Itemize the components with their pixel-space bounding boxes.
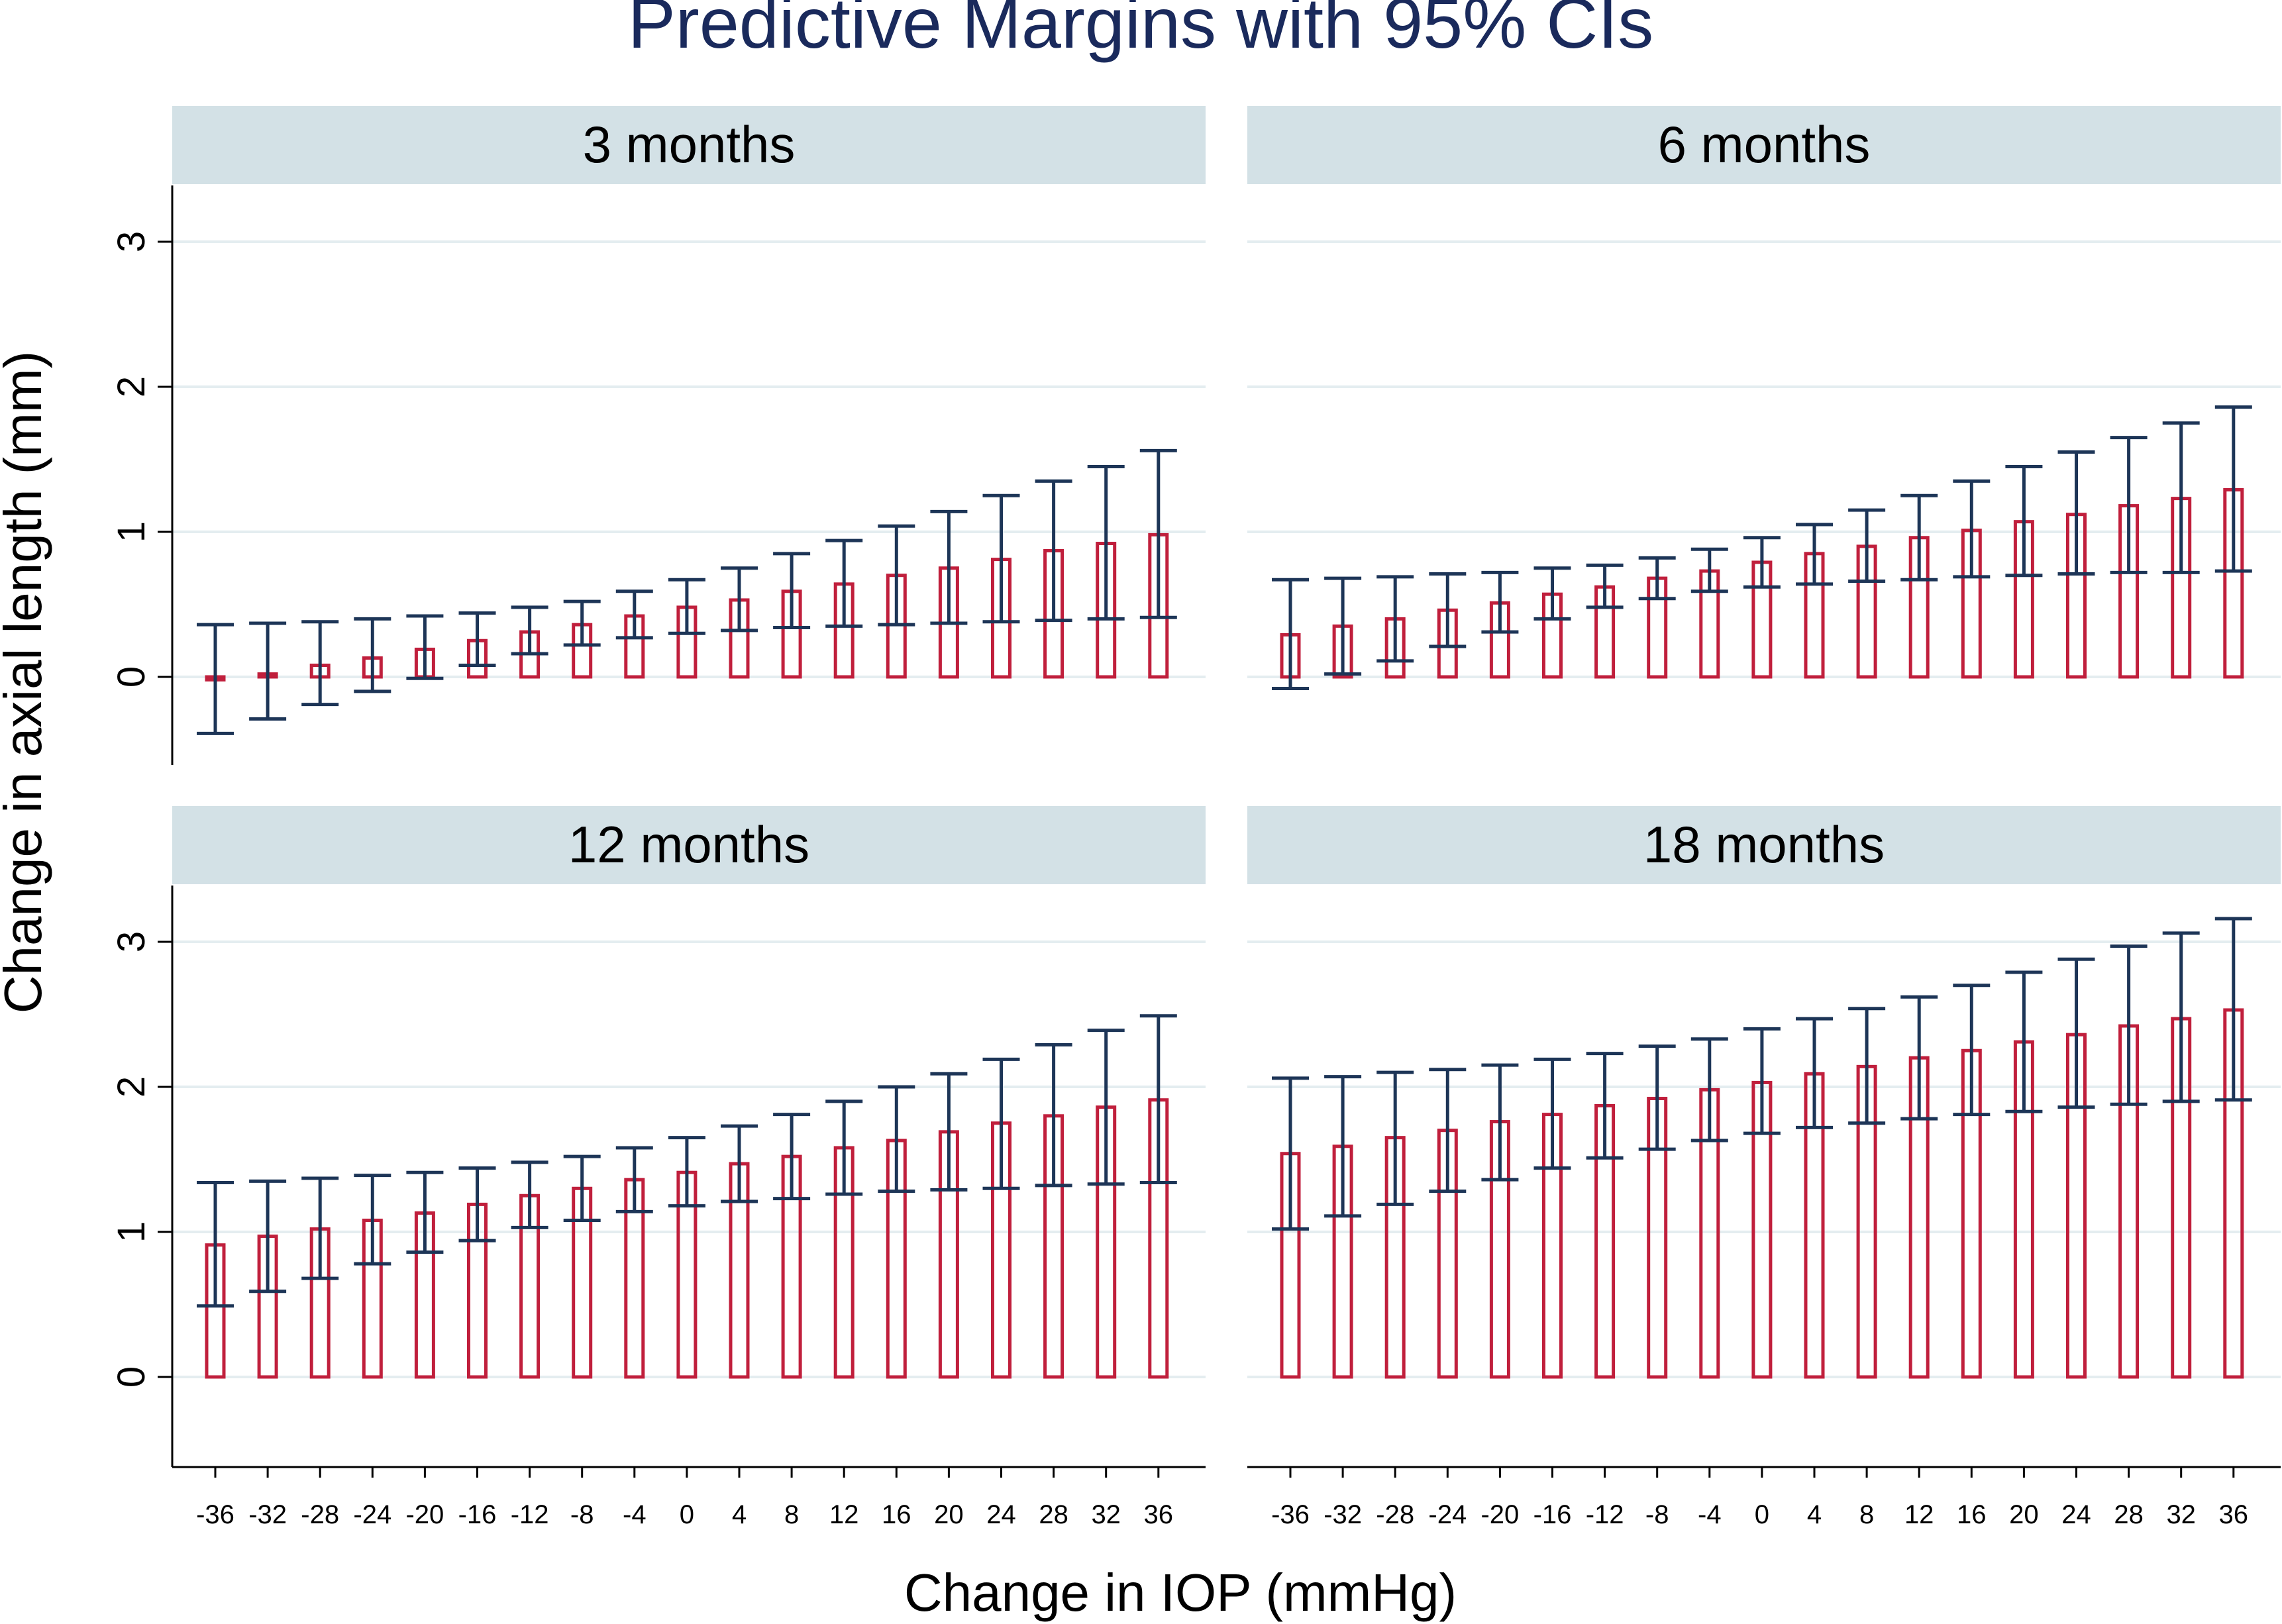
x-tick-label: 20 bbox=[2009, 1500, 2039, 1529]
y-tick-label: 1 bbox=[110, 1221, 153, 1243]
panel-4: 18 months -36 -32 -28 -24 -20 -16 -12 -8 -4 0 4 8 12 1… bbox=[1247, 806, 2281, 1529]
x-tick-label: -8 bbox=[1645, 1500, 1669, 1529]
x-tick-label: -28 bbox=[1376, 1500, 1414, 1529]
x-tick-label: 32 bbox=[1091, 1500, 1121, 1529]
x-tick-label: -36 bbox=[196, 1500, 234, 1529]
y-tick-label: 2 bbox=[110, 1076, 153, 1097]
panel-title: 12 months bbox=[568, 815, 809, 874]
x-axis-label: Change in IOP (mmHg) bbox=[904, 1563, 1457, 1622]
x-tick-label: -24 bbox=[1428, 1500, 1467, 1529]
y-tick-label: 3 bbox=[110, 231, 153, 252]
y-tick-label: 0 bbox=[110, 1366, 153, 1388]
x-tick-label: 4 bbox=[732, 1500, 747, 1529]
x-tick-label: 16 bbox=[882, 1500, 911, 1529]
x-tick-label: 24 bbox=[986, 1500, 1016, 1529]
x-tick-label: 20 bbox=[934, 1500, 964, 1529]
x-tick-label: -20 bbox=[405, 1500, 444, 1529]
x-tick-label: 36 bbox=[1144, 1500, 1174, 1529]
x-tick-label: -32 bbox=[248, 1500, 287, 1529]
x-tick-label: 32 bbox=[2166, 1500, 2196, 1529]
x-tick-label: -36 bbox=[1271, 1500, 1310, 1529]
x-tick-label: 8 bbox=[784, 1500, 799, 1529]
x-tick-label: -16 bbox=[458, 1500, 497, 1529]
x-tick-label: -4 bbox=[1698, 1500, 1722, 1529]
x-tick-label: -24 bbox=[353, 1500, 391, 1529]
panel-strip bbox=[172, 806, 1206, 884]
x-tick-label: -12 bbox=[1586, 1500, 1624, 1529]
x-tick-label: 16 bbox=[1957, 1500, 1987, 1529]
x-tick-label: -28 bbox=[301, 1500, 339, 1529]
x-tick-label: 0 bbox=[680, 1500, 694, 1529]
x-tick-label: 12 bbox=[829, 1500, 859, 1529]
panel-title: 3 months bbox=[583, 115, 796, 174]
figure-title: Predictive Margins with 95% CIs bbox=[628, 0, 1654, 63]
x-tick-label: 28 bbox=[1039, 1500, 1068, 1529]
x-tick-label: -4 bbox=[623, 1500, 647, 1529]
x-tick-label: 4 bbox=[1807, 1500, 1822, 1529]
y-tick-label: 3 bbox=[110, 931, 153, 952]
x-tick-label: -12 bbox=[511, 1500, 549, 1529]
x-tick-label: -8 bbox=[570, 1500, 594, 1529]
y-axis-label: Change in axial length (mm) bbox=[0, 351, 52, 1013]
x-tick-label: 24 bbox=[2061, 1500, 2091, 1529]
panel-title: 18 months bbox=[1643, 815, 1885, 874]
x-tick-label: 0 bbox=[1755, 1500, 1769, 1529]
x-tick-label: 8 bbox=[1859, 1500, 1874, 1529]
x-tick-label: -32 bbox=[1323, 1500, 1362, 1529]
y-tick-label: 0 bbox=[110, 666, 153, 687]
panel-strip bbox=[172, 106, 1206, 184]
x-tick-label: 36 bbox=[2219, 1500, 2249, 1529]
x-tick-label: 12 bbox=[1904, 1500, 1934, 1529]
y-tick-label: 1 bbox=[110, 521, 153, 542]
y-tick-label: 2 bbox=[110, 376, 153, 397]
x-tick-label: -20 bbox=[1480, 1500, 1519, 1529]
panel-2: 6 months bbox=[1247, 106, 2281, 691]
panel-1: 3 months 0 1 2 3 bbox=[110, 106, 1206, 765]
panel-title: 6 months bbox=[1658, 115, 1871, 174]
panel-strip bbox=[1247, 106, 2281, 184]
x-tick-label: -16 bbox=[1533, 1500, 1572, 1529]
panel-strip bbox=[1247, 806, 2281, 884]
x-tick-label: 28 bbox=[2114, 1500, 2144, 1529]
